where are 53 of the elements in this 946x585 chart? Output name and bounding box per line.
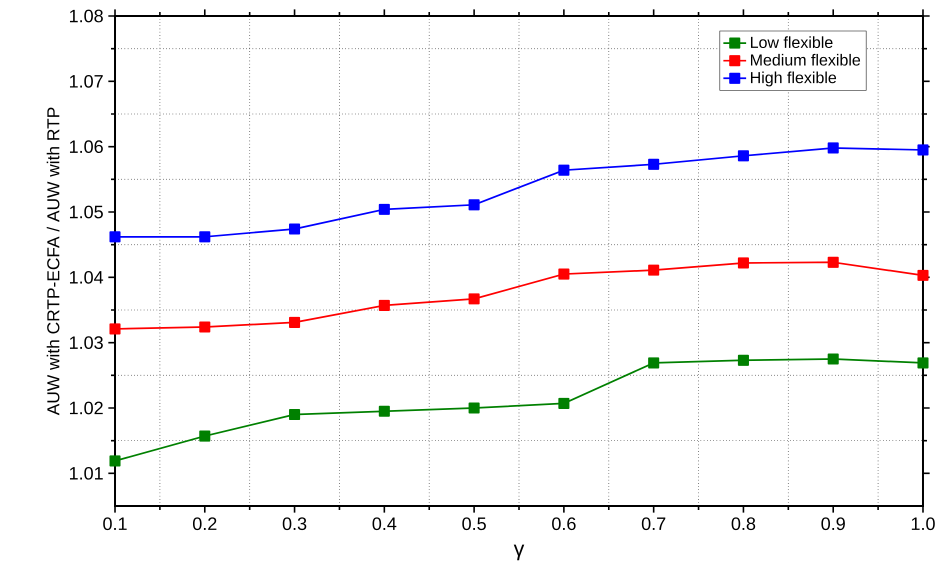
point (109, 231, 121, 242)
y-tick-label: 1.03 (70, 336, 103, 350)
x-tick-label: 0.5 (462, 517, 486, 530)
point (738, 257, 749, 268)
y-tick-label: 1.08 (70, 10, 103, 22)
point (738, 150, 749, 162)
point (378, 406, 390, 417)
point (917, 357, 929, 368)
point (378, 300, 390, 311)
point (289, 223, 300, 235)
point (109, 323, 121, 334)
x-tick-label: 0.1 (103, 517, 127, 530)
y-tick-label: 1.01 (70, 466, 103, 480)
point (199, 321, 210, 333)
x-tick-label: 0.9 (821, 517, 845, 530)
point (917, 144, 929, 156)
point (378, 204, 390, 215)
x-tick-label: 0.4 (372, 517, 396, 530)
point (199, 430, 210, 442)
point (828, 353, 839, 365)
y-tick-label: 1.07 (70, 74, 103, 88)
point (558, 268, 570, 280)
y-tick-label: 1.04 (70, 270, 104, 284)
point (109, 455, 121, 466)
x-tick-label: 0.2 (192, 517, 216, 530)
point (917, 270, 929, 281)
x-tick-label: 0.6 (552, 517, 576, 530)
x-tick-label: 0.3 (282, 517, 306, 530)
point (558, 164, 570, 176)
point (648, 158, 660, 170)
legend-label: High flexible (750, 71, 836, 86)
x-tick-label: 1.0 (912, 517, 935, 530)
y-tick-label: 1.05 (70, 206, 103, 218)
point (468, 199, 480, 210)
y-tick-label: 1.06 (70, 140, 103, 154)
point (648, 264, 660, 276)
point (289, 316, 300, 328)
x-axis-title: γ (514, 544, 524, 560)
x-tick-label: 0.7 (642, 517, 666, 530)
point (828, 142, 839, 154)
y-tick-label: 1.02 (70, 402, 103, 414)
point (468, 293, 480, 304)
point (828, 256, 839, 268)
legend-label: Medium flexible (750, 54, 860, 66)
point (558, 398, 570, 409)
point (648, 357, 660, 368)
y-axis-title: AUW with CRTP-ECFA / AUW with RTP (46, 108, 60, 416)
point (289, 408, 300, 420)
point (738, 354, 749, 366)
legend-label: Low flexible (750, 36, 833, 48)
point (199, 231, 210, 242)
x-tick-label: 0.8 (732, 517, 756, 530)
point (468, 402, 480, 414)
